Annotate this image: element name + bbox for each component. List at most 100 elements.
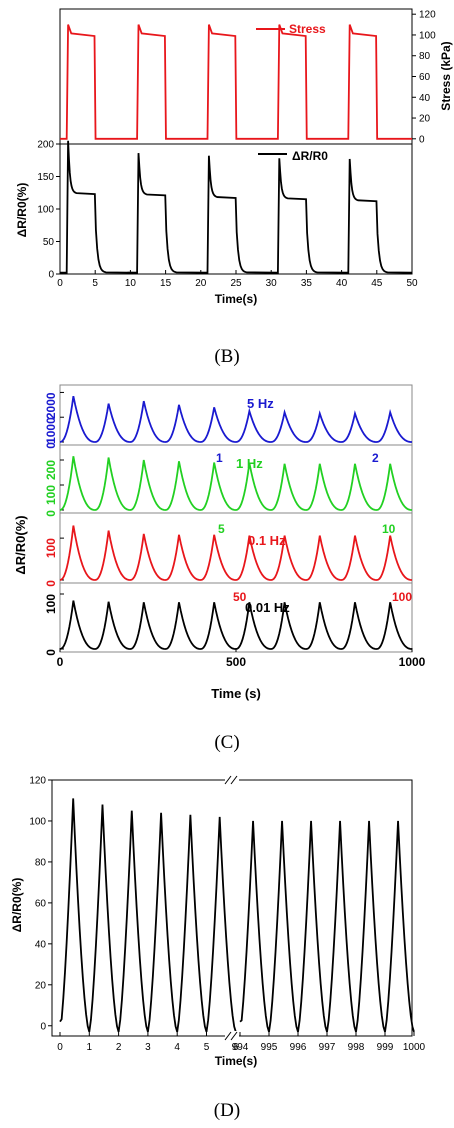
x-tick-label: 40 (336, 278, 348, 289)
cycle-count-label: 50 (233, 590, 247, 604)
x-tick-label: 50 (406, 278, 418, 289)
cycle-count-label: 1 (216, 451, 223, 465)
panel-d-x-tick-label: 4 (174, 1042, 180, 1053)
axis-break-bottom-marker (224, 1031, 239, 1041)
panel-d-x-tick-label: 997 (319, 1042, 336, 1053)
panel-d-x-tick-label: 5 (204, 1042, 210, 1053)
panel-c-y-tick-label: 1000 (44, 417, 58, 444)
panel-d-x-tick-label: 3 (145, 1042, 151, 1053)
panel-d-caption: (D) (214, 1100, 240, 1121)
resistance-tick-label: 0 (48, 270, 54, 281)
resistance-series-line (60, 140, 413, 274)
panel-c-labels: 5 Hz 1 2 1 Hz 5 10 0.1 Hz 50 100 0.01 Hz 0 500 1000 (57, 396, 426, 669)
panel-b-stress-axis: 0 20 40 60 80 100 120 (412, 10, 436, 145)
panel-d-x-tick-label: 0 (57, 1042, 63, 1053)
panel-c-x-tick-label: 0 (57, 655, 64, 669)
panel-d-x-tick-label: 1000 (403, 1042, 426, 1053)
panel-d-y-tick-label: 80 (35, 857, 47, 868)
panel-c-caption: (C) (214, 732, 239, 753)
panel-d-y-tick-label: 40 (35, 939, 47, 950)
stress-tick-label: 0 (419, 134, 425, 145)
frequency-label: 0.1 Hz (248, 533, 286, 548)
panel-b: 0 20 40 60 80 100 120 0 50 100 150 200 0 5 10 15 20 25 3… (15, 8, 453, 367)
panel-d-x-tick-label: 2 (116, 1042, 122, 1053)
resistance-tick-label: 100 (37, 205, 54, 216)
panel-d-x-tick-label: 6 (233, 1042, 239, 1053)
panel-c-ylabel: ΔR/R0(%) (13, 515, 28, 574)
panel-d-x-tick-label: 999 (377, 1042, 394, 1053)
panel-b-xlabel: Time(s) (215, 292, 257, 306)
panel-c-y-tick-label: 100 (44, 594, 58, 614)
panel-c-x-tick-label: 500 (226, 655, 246, 669)
panel-c-y-tick-label: 0 (44, 442, 58, 449)
stress-series-line (60, 24, 412, 140)
panel-d-y-tick-label: 120 (29, 776, 46, 787)
x-tick-label: 15 (160, 278, 172, 289)
panel-c-xlabel: Time (s) (211, 686, 261, 701)
panel-d-x-tick-label: 995 (261, 1042, 278, 1053)
panel-c-y-tick-label: 100 (44, 485, 58, 505)
axis-break-top-marker (224, 775, 239, 785)
cycle-count-label: 5 (218, 522, 225, 536)
panel-b-resistance-ylabel: ΔR/R0(%) (15, 183, 29, 238)
panel-b-stress-ylabel: Stress (kPa) (439, 41, 453, 110)
panel-c-series-line (59, 525, 413, 581)
legend-stress-label: Stress (289, 22, 326, 36)
panel-c-series (59, 395, 413, 650)
cycle-count-label: 10 (382, 522, 396, 536)
panel-c-series-line (59, 600, 413, 650)
panel-c-y-tick-label: 0 (44, 649, 58, 656)
panel-d-x-tick-label: 998 (348, 1042, 365, 1053)
x-tick-label: 5 (92, 278, 98, 289)
x-tick-label: 0 (57, 278, 63, 289)
x-tick-label: 35 (301, 278, 313, 289)
panel-d-y-tick-label: 20 (35, 980, 47, 991)
panel-d-xlabel: Time(s) (215, 1054, 257, 1068)
panel-d-y-tick-label: 100 (29, 816, 46, 827)
panel-d-x-tick-label: 994 (232, 1042, 249, 1053)
panel-c-y-tick-label: 200 (44, 460, 58, 480)
panel-d-y-tick-label: 0 (40, 1021, 46, 1032)
panel-c-y-tick-label: 0 (44, 510, 58, 517)
resistance-tick-label: 150 (37, 172, 54, 183)
stress-tick-label: 100 (419, 30, 436, 41)
panel-d-frame (51, 779, 413, 1037)
panel-c-y-tick-label: 0 (44, 580, 58, 587)
resistance-tick-label: 200 (37, 140, 54, 151)
panel-d-series-line (59, 798, 415, 1033)
panel-d-x-tick-label: 996 (290, 1042, 307, 1053)
panel-c-x-tick-label: 1000 (399, 655, 426, 669)
panel-c-y-tick-label: 2000 (44, 392, 58, 419)
stress-tick-label: 120 (419, 10, 436, 21)
legend-resistance-label: ΔR/R0 (292, 149, 328, 163)
cycle-count-label: 2 (372, 451, 379, 465)
resistance-tick-label: 50 (43, 237, 55, 248)
stress-tick-label: 40 (419, 93, 431, 104)
panel-c-series-line (59, 456, 413, 511)
frequency-label: 0.01 Hz (245, 600, 290, 615)
panel-d-y-tick-label: 60 (35, 898, 47, 909)
panel-d-ylabel: ΔR/R0(%) (10, 878, 24, 933)
panel-c-series-line (59, 395, 413, 443)
panel-b-resistance-axis: 0 50 100 150 200 (37, 140, 60, 281)
stress-tick-label: 60 (419, 72, 431, 83)
panel-c-row-frame (59, 384, 413, 446)
x-tick-label: 20 (195, 278, 207, 289)
x-tick-label: 25 (230, 278, 242, 289)
panel-b-caption: (B) (214, 346, 239, 367)
stress-tick-label: 80 (419, 51, 431, 62)
frequency-label: 1 Hz (236, 456, 263, 471)
panel-d-x-tick-label: 1 (87, 1042, 93, 1053)
x-tick-label: 10 (125, 278, 137, 289)
x-tick-label: 30 (266, 278, 278, 289)
panel-c-y-tick-label: 100 (44, 538, 58, 558)
x-tick-label: 45 (371, 278, 383, 289)
stress-tick-label: 20 (419, 114, 431, 125)
frequency-label: 5 Hz (247, 396, 274, 411)
cycle-count-label: 100 (392, 590, 412, 604)
